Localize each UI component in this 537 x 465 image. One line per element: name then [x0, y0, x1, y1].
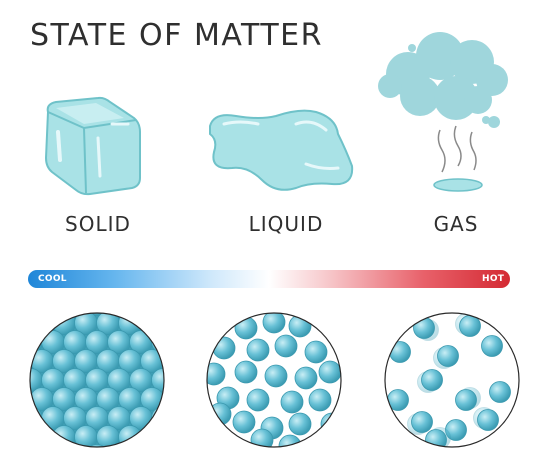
particle	[250, 428, 274, 447]
particle	[185, 388, 208, 411]
particle	[413, 317, 435, 339]
particle	[437, 345, 459, 367]
steam-cloud-icon	[378, 32, 508, 192]
particle	[185, 350, 208, 373]
particle	[107, 444, 131, 447]
particle	[308, 388, 332, 412]
particle	[246, 338, 270, 362]
particle	[63, 313, 87, 316]
particle	[162, 425, 164, 447]
particle	[174, 369, 197, 392]
temperature-gradient-bar	[28, 270, 510, 288]
particle	[294, 366, 318, 390]
particle	[174, 293, 197, 316]
particle	[234, 316, 258, 340]
particle	[41, 444, 65, 447]
particle	[232, 410, 256, 434]
solid-label: SOLID	[65, 212, 131, 236]
particle	[481, 335, 503, 357]
particle	[0, 407, 21, 430]
particle	[30, 406, 43, 430]
particle	[85, 313, 109, 316]
cool-label: COOL	[38, 274, 67, 284]
particle	[0, 331, 21, 354]
water-puddle-icon	[209, 109, 354, 191]
particle	[212, 336, 236, 360]
particle	[30, 387, 32, 411]
particle	[274, 334, 298, 358]
particle	[280, 390, 304, 414]
particle	[455, 389, 477, 411]
particle	[129, 444, 153, 447]
particle	[185, 426, 208, 449]
particle	[129, 313, 153, 316]
particle	[30, 425, 32, 447]
particle	[0, 369, 21, 392]
solid-particles	[0, 293, 208, 465]
particle	[151, 444, 164, 447]
particle	[389, 341, 411, 363]
particle	[85, 444, 109, 447]
liquid-label: LIQUID	[248, 212, 324, 236]
particle	[304, 340, 328, 364]
particle	[0, 293, 21, 316]
particle	[174, 331, 197, 354]
particle	[140, 313, 164, 335]
particle	[288, 412, 312, 436]
particle	[30, 349, 32, 373]
particle	[162, 387, 164, 411]
particle	[264, 364, 288, 388]
particle	[107, 313, 131, 316]
particle	[140, 425, 164, 447]
gas-particles	[384, 312, 520, 448]
particle	[174, 407, 197, 430]
particle	[118, 425, 142, 447]
particle	[262, 313, 286, 334]
particle	[318, 360, 341, 384]
ice-cube-icon	[44, 96, 141, 196]
particle	[162, 313, 164, 335]
particle	[63, 444, 87, 447]
particle	[421, 369, 443, 391]
particle	[207, 362, 226, 386]
particle	[30, 313, 32, 335]
particle	[30, 425, 54, 447]
particle	[162, 349, 164, 373]
diagram-title: STATE OF MATTER	[30, 18, 323, 53]
particle	[151, 313, 164, 316]
particle	[425, 429, 447, 447]
particle	[411, 411, 433, 433]
particle	[0, 445, 21, 465]
particle	[234, 360, 258, 384]
particle	[459, 315, 481, 337]
hot-label: HOT	[482, 274, 505, 284]
particle	[185, 312, 208, 335]
particle	[41, 313, 65, 316]
liquid-particles	[206, 312, 342, 448]
gas-label: GAS	[433, 212, 479, 236]
particle	[151, 406, 164, 430]
particle	[30, 313, 54, 335]
particle	[52, 425, 76, 447]
particle	[174, 445, 197, 465]
particle	[30, 313, 43, 316]
particle	[489, 381, 511, 403]
particle	[246, 388, 270, 412]
particle	[477, 409, 499, 431]
particle	[30, 444, 43, 447]
